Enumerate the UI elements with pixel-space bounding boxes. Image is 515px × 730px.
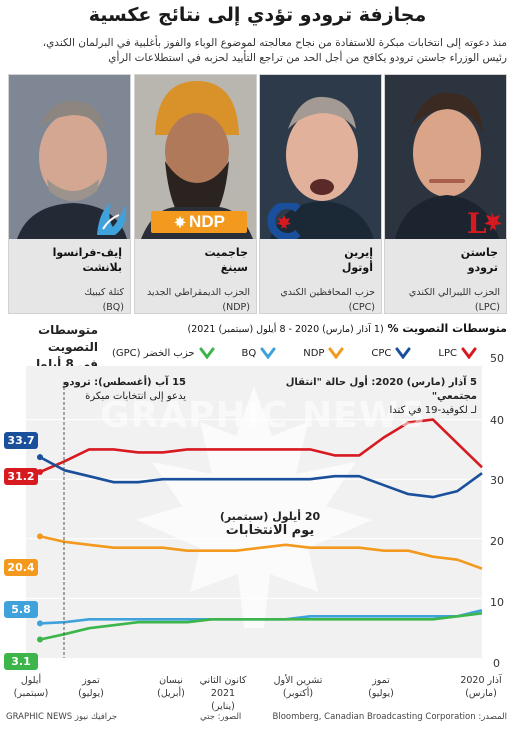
legend-swatch-icon xyxy=(260,347,276,359)
leader-card-ndp: NDP جاجميت سينغ الحزب الديمقراطي الجديد … xyxy=(134,74,257,314)
portrait-icon xyxy=(9,75,130,239)
chart-heading: متوسطات التصويت % (1 آذار (مارس) 2020 - … xyxy=(187,322,507,335)
legend-swatch-icon xyxy=(395,347,411,359)
y-tick: 30 xyxy=(490,474,504,487)
page-title: مجازفة ترودو تؤدي إلى نتائج عكسية xyxy=(88,4,427,26)
legend-swatch-icon xyxy=(461,347,477,359)
bq-logo-icon xyxy=(97,203,126,235)
annotation-election-day: 20 أيلول (سبتمبر) يوم الانتخابات xyxy=(219,510,321,538)
x-tick: كانون الثاني 2021 (يناير) xyxy=(199,675,247,712)
annotation-election-call: 15 آب (أغسطس): ترودو يدعو إلى انتخابات م… xyxy=(63,377,186,402)
leader-photo-blanchet xyxy=(9,75,130,239)
leader-party: الحزب الليبرالي الكندي (LPC) xyxy=(408,287,500,313)
y-tick: 40 xyxy=(490,414,504,427)
leader-photo-singh: NDP xyxy=(135,75,256,239)
maple-leaf-watermark-icon xyxy=(136,386,372,628)
leader-photo-trudeau: L xyxy=(385,75,506,239)
y-tick: 20 xyxy=(490,535,504,548)
series-endpoint-gpc xyxy=(37,636,43,643)
source-credit: المصدر: Bloomberg, Canadian Broadcasting… xyxy=(272,712,507,722)
y-tick: 10 xyxy=(490,596,504,609)
svg-text:C: C xyxy=(262,203,263,204)
legend-item-gpc: حزب الخضر (GPC) xyxy=(112,345,215,361)
legend-swatch-icon xyxy=(328,347,344,359)
photo-credit: الصور: جتي xyxy=(200,712,242,722)
final-value-bq: 5.8 xyxy=(4,601,38,618)
x-tick: تموز (يوليو) xyxy=(368,675,394,699)
annotation-first-case: 5 آذار (مارس) 2020: أول حالة "انتقال مجت… xyxy=(285,377,477,416)
leader-card-lpc: L جاستن ترودو الحزب الليبرالي الكندي (LP… xyxy=(384,74,507,314)
series-endpoint-cpc xyxy=(37,454,43,461)
final-value-lpc: 31.2 xyxy=(4,468,38,485)
legend-item-cpc: CPC xyxy=(371,345,411,361)
series-line-lpc xyxy=(39,418,483,474)
y-tick: 50 xyxy=(490,352,504,365)
subtitle-line-1: منذ دعوته إلى انتخابات مبكرة للاستفادة م… xyxy=(42,37,507,49)
x-tick: أيلول (سبتمبر) xyxy=(13,675,49,699)
x-tick: تموز (يوليو) xyxy=(78,675,104,699)
chart-legend: LPC CPC NDP BQ حزب الخضر (GPC) xyxy=(112,345,477,361)
vote-average-chart xyxy=(26,382,483,658)
leader-name: إيف-فرانسوا بلانشت xyxy=(52,246,122,274)
legend-item-bq: BQ xyxy=(242,345,277,361)
series-line-cpc xyxy=(39,455,483,499)
legend-swatch-icon xyxy=(199,347,215,359)
svg-text:L: L xyxy=(467,207,487,237)
subtitle: منذ دعوته إلى انتخابات مبكرة للاستفادة م… xyxy=(8,36,507,66)
series-endpoint-ndp xyxy=(37,533,43,540)
x-tick: آذار 2020 (مارس) xyxy=(460,675,502,699)
series-endpoint-bq xyxy=(37,620,43,627)
brand-credit: GRAPHIC NEWS جرافيك نيوز xyxy=(6,712,118,722)
leader-card-bq: إيف-فرانسوا بلانشت كتلة كيبيك (BQ) xyxy=(8,74,131,314)
legend-item-ndp: NDP xyxy=(303,345,344,361)
series-line-bq xyxy=(39,609,483,625)
leader-name: جاستن ترودو xyxy=(460,246,498,274)
cpc-logo-icon: C xyxy=(262,203,301,239)
final-value-cpc: 33.7 xyxy=(4,432,38,449)
legend-item-lpc: LPC xyxy=(438,345,477,361)
series-endpoint-lpc xyxy=(37,469,43,476)
leader-party: حزب المحافظين الكندي (CPC) xyxy=(280,287,375,313)
x-tick: نيسان (أبريل) xyxy=(157,675,185,699)
chart-plot-area xyxy=(26,366,482,658)
y-tick: 0 xyxy=(493,657,500,670)
subtitle-line-2: رئيس الوزراء جاستن ترودو يكافح من أجل ال… xyxy=(108,52,507,64)
portrait-icon xyxy=(385,75,506,239)
x-tick: تشرين الأول (أكتوبر) xyxy=(273,675,323,699)
series-line-gpc xyxy=(39,612,483,641)
leader-photo-otoole: C xyxy=(260,75,381,239)
series-line-ndp xyxy=(39,535,483,570)
lpc-logo-icon: L xyxy=(467,207,502,237)
ndp-logo: NDP xyxy=(151,211,247,233)
final-value-gpc: 3.1 xyxy=(4,653,38,670)
leader-party: الحزب الديمقراطي الجديد (NDP) xyxy=(147,287,250,313)
leader-name: جاجميت سينغ xyxy=(204,246,249,274)
watermark: GRAPHIC NEWS xyxy=(100,395,427,436)
final-value-ndp: 20.4 xyxy=(4,559,38,576)
leader-name: إيرين أوتول xyxy=(341,246,373,274)
leader-party: كتلة كيبيك (BQ) xyxy=(84,287,124,313)
maple-leaf-icon xyxy=(174,216,187,228)
leader-card-cpc: C إيرين أوتول حزب المحافظين الكندي (CPC) xyxy=(259,74,382,314)
